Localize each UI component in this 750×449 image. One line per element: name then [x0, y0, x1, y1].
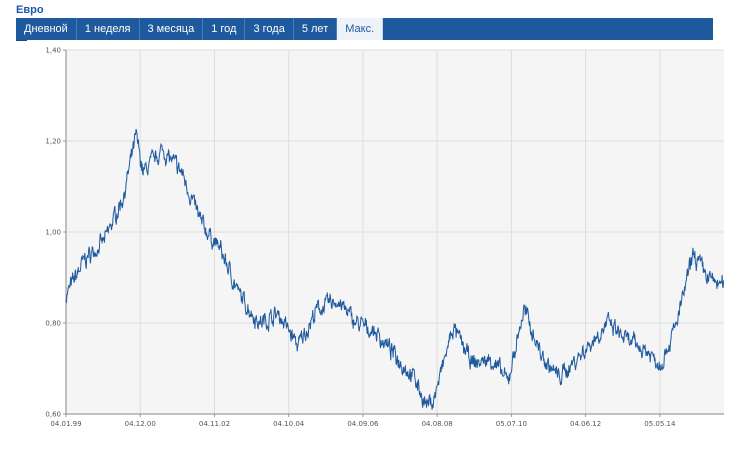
y-tick-label: 1,00	[45, 229, 61, 237]
x-tick-label: 04.01.99	[50, 420, 81, 428]
chart-title: Евро	[16, 4, 44, 16]
y-tick-label: 1,40	[45, 47, 61, 55]
tab-3[interactable]: 1 год	[203, 18, 246, 40]
x-tick-label: 04.10.04	[273, 420, 305, 428]
tab-6[interactable]: Макс.	[337, 18, 384, 40]
y-tick-label: 0,80	[45, 320, 61, 328]
tab-1[interactable]: 1 неделя	[77, 18, 140, 40]
tab-5[interactable]: 5 лет	[294, 18, 338, 40]
x-tick-label: 04.09.06	[347, 420, 379, 428]
x-tick-label: 04.12.00	[125, 420, 156, 428]
series-line-0	[65, 128, 725, 410]
x-tick-label: 05.05.14	[644, 420, 676, 428]
y-tick-label: 1,20	[45, 138, 61, 146]
x-tick-label: 04.08.08	[422, 420, 453, 428]
x-tick-label: 04.06.12	[570, 420, 601, 428]
price-chart: 0,60 0,80 1,00 1,20 1,40 04.01.99 04.12.00 04.1…	[27, 40, 725, 438]
tab-4[interactable]: 3 года	[245, 18, 294, 40]
y-tick-label: 0,60	[45, 411, 61, 419]
x-tick-label: 05.07.10	[496, 420, 527, 428]
period-tab-bar: Дневной 1 неделя 3 месяца 1 год 3 года 5 лет М…	[16, 18, 713, 41]
tab-0[interactable]: Дневной	[16, 18, 77, 40]
tab-2[interactable]: 3 месяца	[140, 18, 204, 40]
chart-svg: 0,60 0,80 1,00 1,20 1,40 04.01.99 04.12.00 04.1…	[45, 47, 725, 428]
x-tick-label: 04.11.02	[199, 420, 230, 428]
